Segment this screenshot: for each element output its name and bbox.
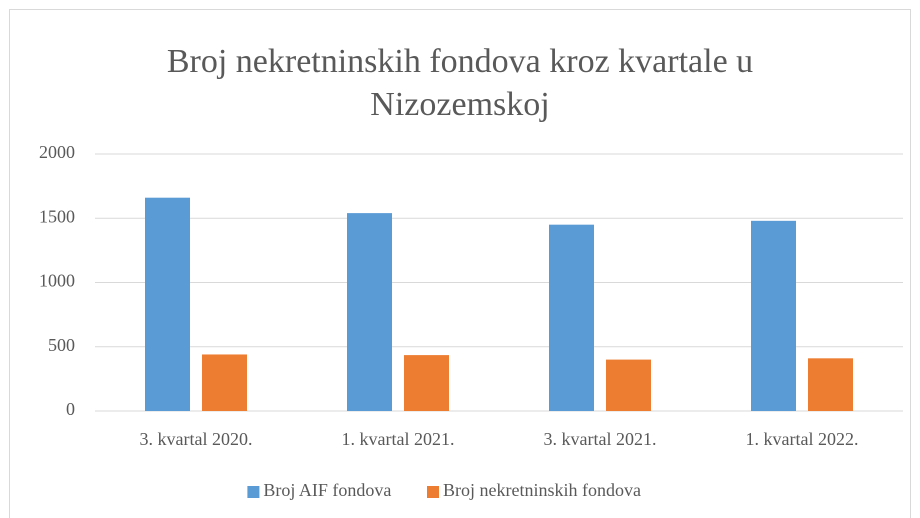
bar — [347, 213, 392, 411]
bar — [549, 224, 594, 411]
legend-swatch — [247, 486, 260, 498]
bar — [606, 359, 651, 411]
chart-border — [9, 9, 911, 518]
y-tick-label: 2000 — [39, 142, 75, 162]
bar — [808, 358, 853, 411]
bar — [145, 197, 190, 411]
legend-label: Broj nekretninskih fondova — [443, 480, 641, 500]
y-tick-label: 1000 — [39, 271, 75, 291]
y-tick-label: 500 — [48, 335, 75, 355]
y-tick-label: 0 — [66, 399, 75, 419]
x-tick-label: 1. kvartal 2022. — [746, 429, 859, 449]
bar — [404, 355, 449, 411]
x-tick-label: 3. kvartal 2021. — [544, 429, 657, 449]
legend-swatch — [427, 486, 439, 498]
y-tick-label: 1500 — [39, 206, 75, 226]
bar — [202, 354, 247, 411]
x-tick-label: 1. kvartal 2021. — [342, 429, 455, 449]
chart-title: Broj nekretninskih fondova kroz kvartale… — [166, 43, 754, 123]
legend-label: Broj AIF fondova — [263, 480, 391, 500]
x-tick-label: 3. kvartal 2020. — [140, 429, 253, 449]
bar — [751, 220, 796, 411]
